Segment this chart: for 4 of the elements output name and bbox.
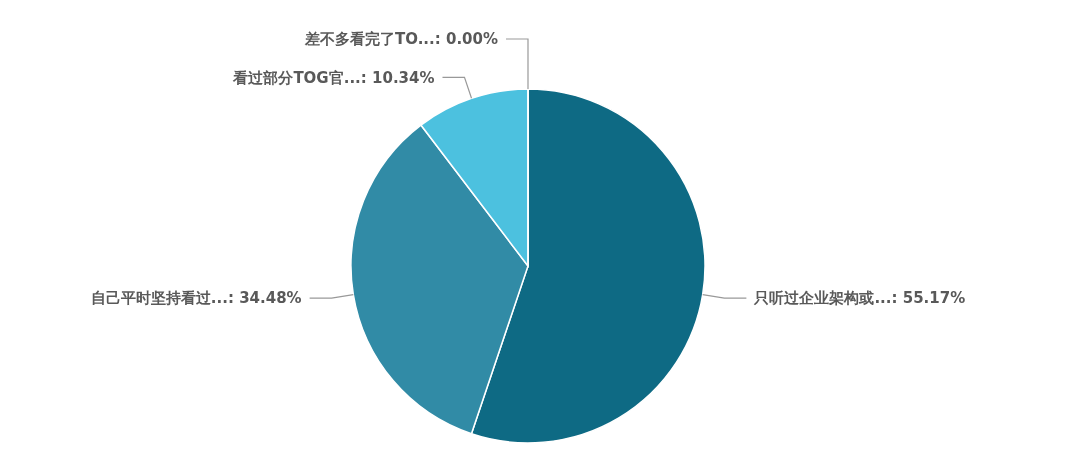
slice-label: 只听过企业架构或...: 55.17% [753,289,966,308]
slice-label: 看过部分TOG官...: 10.34% [232,68,435,87]
category-label: 差不多看完了TO...: 0.00% [304,30,498,49]
slice-label: 自己平时坚持看过...: 34.48% [90,289,302,308]
